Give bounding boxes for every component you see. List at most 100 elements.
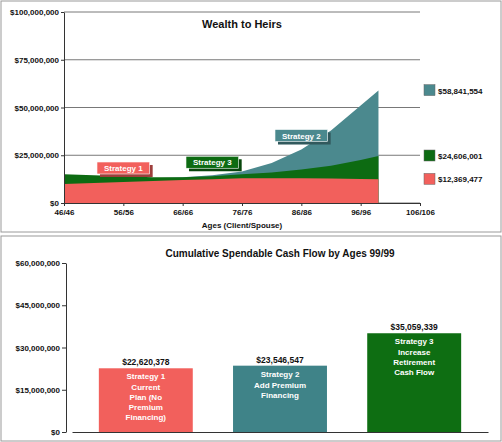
area xyxy=(64,178,378,203)
tick-mark xyxy=(242,203,243,206)
area xyxy=(64,156,378,203)
tick-mark xyxy=(61,155,64,156)
tick-mark xyxy=(62,432,66,433)
x-axis-title: Ages (Client/Spouse) xyxy=(202,221,283,230)
category-description: Add PremiumFinancing xyxy=(254,381,306,400)
x-axis xyxy=(73,432,489,433)
category-description: CurrentPlan (NoPremiumFinancing) xyxy=(126,383,167,422)
tick-label: $100,000,000 xyxy=(10,8,59,17)
tick: $30,000,000 xyxy=(16,344,67,353)
tick: $50,000,000 xyxy=(15,104,65,113)
tick: 56/56 xyxy=(114,203,135,217)
callout-box xyxy=(97,162,150,174)
axis-line xyxy=(66,264,67,433)
tick: 106/106 xyxy=(406,203,435,217)
tick: $60,000,000 xyxy=(16,259,67,268)
axis-line xyxy=(73,432,489,433)
panel xyxy=(1,236,501,441)
description-line: Premium xyxy=(129,403,163,412)
tick-mark xyxy=(61,108,64,109)
tick-mark xyxy=(62,263,66,264)
tick: $75,000,000 xyxy=(15,56,65,65)
tick-label: 46/46 xyxy=(54,208,75,217)
description-line: Financing) xyxy=(126,413,167,422)
description-line: Plan (No xyxy=(130,393,163,402)
label-swatch xyxy=(424,173,435,184)
tick-label: 96/96 xyxy=(351,208,372,217)
tick: 86/86 xyxy=(292,203,313,217)
y-axis: $0 $15,000,000 $30,000,000 $45,000,000 $60,0… xyxy=(16,259,67,437)
tick: $100,000,000 xyxy=(10,8,64,17)
label-swatch xyxy=(424,150,435,161)
chart: $0 $15,000,000 $30,000,000 $45,000,000 $60,0… xyxy=(16,248,489,437)
chart-title: Cumulative Spendable Cash Flow by Ages 9… xyxy=(165,248,395,259)
description-line: Increase xyxy=(398,348,431,357)
tick-mark xyxy=(61,12,64,13)
category-label: Strategy 1 xyxy=(126,372,165,381)
tick-mark xyxy=(62,348,66,349)
category-label: Strategy 3 xyxy=(395,337,434,346)
tick-label: $30,000,000 xyxy=(16,344,61,353)
bar xyxy=(367,333,461,432)
bar xyxy=(233,366,327,432)
grid-line xyxy=(64,59,420,60)
tick-mark xyxy=(62,305,66,306)
series-name: Strategy 2 xyxy=(282,132,321,141)
tick-label: $0 xyxy=(50,199,59,208)
tick-label: 66/66 xyxy=(173,208,194,217)
tick-label: $15,000,000 xyxy=(16,386,61,395)
chart-canvas: 46/4656/5666/6676/7686/8696/96106/106$0$… xyxy=(0,0,502,442)
description-line: Current xyxy=(131,383,160,392)
tick-label: 106/106 xyxy=(406,208,435,217)
tick-label: $60,000,000 xyxy=(16,259,61,268)
data-label: $12,369,477 xyxy=(438,175,483,184)
x-axis: 46/46 56/56 66/66 76/76 86/86 96/96 106/106 xyxy=(54,203,435,217)
tick-label: $75,000,000 xyxy=(15,56,60,65)
tick-mark xyxy=(183,203,184,206)
tick-label: 86/86 xyxy=(292,208,313,217)
tick: 96/96 xyxy=(351,203,372,217)
data-label: $35,059,339 xyxy=(391,322,439,332)
description-line: Retirement xyxy=(393,358,435,367)
callout-box xyxy=(186,156,239,168)
label-swatch xyxy=(424,85,435,96)
tick-mark xyxy=(61,203,64,204)
bar xyxy=(99,368,193,432)
tick: 66/66 xyxy=(173,203,194,217)
description-line: Add Premium xyxy=(254,381,306,390)
tick-label: $0 xyxy=(51,428,60,437)
series-name: Strategy 1 xyxy=(104,164,143,173)
data-label: $22,620,378 xyxy=(122,357,170,367)
series-callout: Strategy 1 xyxy=(97,162,153,177)
tick-mark xyxy=(361,203,362,206)
tick-mark xyxy=(62,390,66,391)
data-label: $58,841,554 xyxy=(438,87,483,96)
tick-label: $50,000,000 xyxy=(15,104,60,113)
category-description: IncreaseRetirementCash Flow xyxy=(393,348,435,377)
tick: $0 xyxy=(50,199,64,208)
tick: $45,000,000 xyxy=(16,301,67,310)
callout-box xyxy=(275,130,328,142)
tick-label: $45,000,000 xyxy=(16,301,61,310)
description-line: Cash Flow xyxy=(394,368,435,377)
plot-area xyxy=(64,91,378,203)
tick-mark xyxy=(301,203,302,206)
tick-label: 76/76 xyxy=(232,208,253,217)
tick: $0 xyxy=(51,428,66,437)
y-axis: $0 $25,000,000 $50,000,000 $75,000,000 $100,… xyxy=(10,8,64,208)
tick-mark xyxy=(420,203,421,206)
tick-label: $25,000,000 xyxy=(15,151,60,160)
chart: 46/4656/5666/6676/7686/8696/96106/106$0$… xyxy=(10,8,483,230)
tick: $25,000,000 xyxy=(15,151,65,160)
series-callout: Strategy 3 xyxy=(186,156,242,171)
tick-mark xyxy=(61,60,64,61)
description-line: Financing xyxy=(261,391,299,400)
series-name: Strategy 3 xyxy=(193,158,232,167)
series-callout: Strategy 2 xyxy=(275,130,331,145)
tick: 76/76 xyxy=(232,203,253,217)
chart-title: Wealth to Heirs xyxy=(202,18,282,30)
tick-label: 56/56 xyxy=(114,208,135,217)
tick-mark xyxy=(123,203,124,206)
axis-line xyxy=(64,13,65,204)
data-label: $24,606,001 xyxy=(438,152,483,161)
